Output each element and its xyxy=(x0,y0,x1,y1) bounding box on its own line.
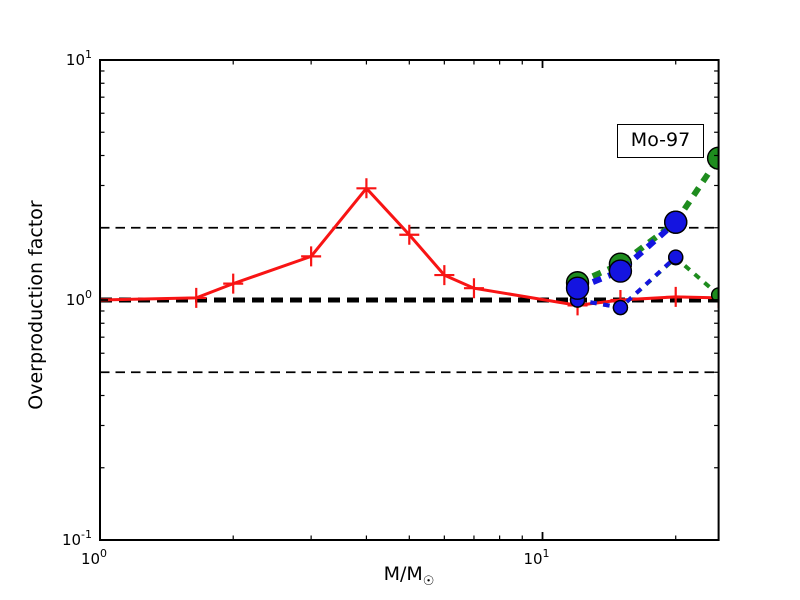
green-thick-dashed-large-circles xyxy=(565,146,719,295)
red-solid-plus-marker xyxy=(186,287,207,308)
blue-thick-dashed-large-circles-marker xyxy=(565,276,590,300)
red-solid-plus-marker xyxy=(223,273,244,294)
red-solid-plus-marker xyxy=(399,224,420,245)
red-solid-plus-marker xyxy=(301,246,322,267)
sun-symbol: ☉ xyxy=(422,574,435,589)
x-tick-label: 100 xyxy=(81,547,107,568)
y-tick-label: 101 xyxy=(66,48,92,69)
x-axis-label: M/M☉ xyxy=(309,563,509,591)
red-solid-plus-marker xyxy=(434,265,455,286)
blue-thin-dashed-small-circles-marker xyxy=(668,249,684,265)
red-solid-plus xyxy=(100,178,719,316)
axes-frame xyxy=(99,59,720,541)
green-thick-dashed-large-circles-line xyxy=(576,156,719,286)
green-thin-dashed-small-circles-marker xyxy=(710,287,719,303)
y-tick-label: 10-1 xyxy=(62,528,92,549)
blue-thick-dashed-large-circles-marker xyxy=(664,210,688,234)
red-solid-plus-marker xyxy=(463,278,484,299)
red-solid-plus-marker xyxy=(356,178,377,199)
isotope-annotation: Mo-97 xyxy=(617,124,704,158)
x-axis-label-main: M/M xyxy=(383,563,423,585)
y-axis-label: Overproduction factor xyxy=(25,200,47,410)
plot-data-area xyxy=(100,146,719,374)
y-tick-label: 100 xyxy=(66,288,92,309)
blue-thin-dashed-small-circles xyxy=(569,249,684,316)
x-tick-label: 101 xyxy=(523,547,549,568)
green-thick-dashed-large-circles-marker xyxy=(706,146,719,170)
red-solid-plus-marker xyxy=(665,286,686,307)
red-solid-plus-line xyxy=(100,186,719,307)
blue-thick-dashed-large-circles xyxy=(565,210,688,300)
blue-thick-dashed-large-circles-marker xyxy=(608,259,633,283)
blue-thin-dashed-small-circles-marker xyxy=(612,299,629,316)
